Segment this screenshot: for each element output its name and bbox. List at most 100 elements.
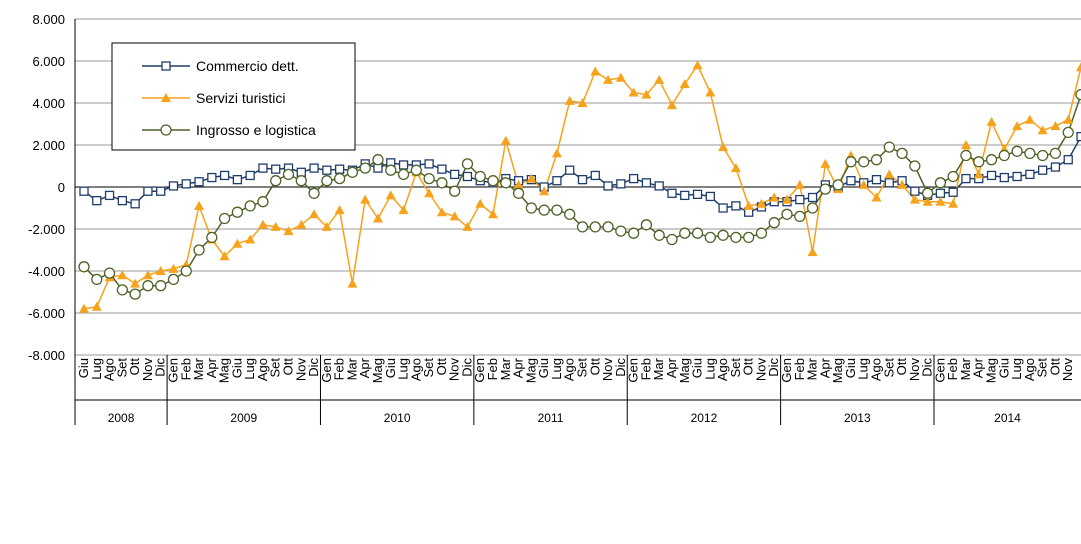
marker-circle — [116, 284, 128, 296]
x-tick-label: Mar — [498, 357, 513, 380]
marker-triangle — [232, 238, 243, 248]
marker-square — [603, 181, 613, 191]
marker-triangle — [219, 251, 230, 261]
x-tick-label: Dic — [459, 358, 474, 377]
marker-triangle — [679, 79, 690, 89]
marker-triangle — [820, 158, 831, 168]
marker-square — [680, 190, 690, 201]
year-label: 2011 — [538, 411, 564, 425]
x-tick-label: Giu — [843, 358, 858, 378]
marker-circle — [512, 187, 525, 199]
marker-circle — [896, 147, 908, 160]
marker-square — [181, 179, 191, 189]
x-tick-label: Nov — [600, 358, 615, 382]
y-tick-label: -8.000 — [28, 348, 65, 363]
marker-triangle — [475, 198, 486, 208]
x-tick-label: Feb — [792, 358, 807, 380]
marker-circle — [218, 212, 231, 225]
marker-circle — [538, 204, 550, 216]
marker-square — [194, 177, 204, 187]
marker-square — [1025, 169, 1035, 180]
marker-triangle — [334, 205, 345, 215]
marker-circle — [576, 221, 589, 233]
year-label: 2012 — [691, 411, 718, 425]
year-label: 2013 — [844, 411, 871, 425]
marker-square — [117, 195, 127, 206]
marker-triangle — [245, 234, 256, 244]
marker-triangle — [884, 169, 895, 179]
x-tick-label: Ago — [868, 358, 883, 381]
marker-triangle — [283, 226, 294, 236]
x-tick-label: Giu — [76, 358, 91, 378]
y-tick-label: 4.000 — [32, 96, 65, 111]
marker-square — [156, 186, 166, 196]
marker-triangle — [641, 89, 652, 99]
marker-circle — [1049, 147, 1062, 160]
marker-triangle — [858, 179, 869, 189]
marker-triangle — [628, 87, 639, 97]
marker-square — [161, 61, 171, 71]
marker-triangle — [257, 219, 268, 229]
marker-circle — [78, 261, 90, 273]
marker-square — [935, 188, 946, 198]
marker-circle — [755, 227, 768, 239]
marker-triangle — [756, 198, 767, 208]
marker-triangle — [948, 198, 959, 208]
x-tick-label: Set — [268, 358, 283, 378]
x-tick-label: Set — [421, 358, 436, 378]
marker-triangle — [142, 270, 153, 280]
marker-square — [641, 178, 652, 188]
year-label: 2010 — [384, 411, 411, 425]
marker-triangle — [449, 211, 460, 221]
marker-triangle — [603, 74, 614, 84]
x-tick-label: Apr — [817, 357, 832, 378]
marker-square — [309, 163, 319, 173]
marker-triangle — [743, 200, 754, 210]
marker-triangle — [1024, 114, 1035, 124]
marker-square — [104, 190, 115, 201]
marker-triangle — [168, 263, 179, 273]
marker-circle — [691, 227, 704, 239]
marker-circle — [160, 124, 172, 136]
marker-triangle — [500, 135, 511, 145]
marker-circle — [627, 227, 640, 239]
x-tick-label: Giu — [383, 358, 398, 378]
marker-circle — [870, 154, 883, 166]
marker-triangle — [347, 278, 358, 288]
marker-circle — [947, 170, 959, 183]
marker-circle — [449, 185, 461, 197]
x-tick-label: Dic — [153, 358, 168, 377]
x-tick-label: Mag — [830, 358, 845, 383]
marker-circle — [845, 156, 857, 168]
marker-square — [590, 170, 600, 181]
marker-circle — [998, 149, 1010, 162]
marker-triangle — [666, 100, 677, 110]
marker-circle — [397, 168, 410, 181]
x-tick-label: Apr — [664, 357, 679, 378]
marker-triangle — [79, 303, 89, 313]
x-tick-label: Apr — [511, 357, 526, 378]
y-tick-label: 2.000 — [32, 138, 65, 153]
marker-circle — [806, 202, 819, 214]
marker-square — [795, 194, 805, 205]
marker-triangle — [360, 194, 371, 204]
marker-circle — [653, 229, 665, 241]
marker-square — [79, 186, 89, 196]
marker-circle — [858, 156, 870, 168]
marker-circle — [781, 208, 793, 220]
x-tick-label: Feb — [945, 358, 960, 380]
marker-triangle — [309, 209, 320, 219]
marker-triangle — [973, 169, 984, 179]
x-tick-label: Mar — [805, 357, 820, 380]
marker-triangle — [130, 278, 141, 288]
marker-square — [322, 165, 332, 175]
x-tick-label: Set — [114, 358, 129, 378]
x-tick-label: Giu — [229, 358, 244, 378]
marker-circle — [679, 227, 691, 239]
x-tick-label: Ott — [894, 358, 909, 376]
x-tick-label: Lug — [702, 358, 717, 380]
marker-circle — [257, 196, 269, 208]
marker-triangle — [564, 95, 575, 105]
x-tick-label: Lug — [242, 358, 257, 380]
marker-square — [654, 181, 664, 191]
